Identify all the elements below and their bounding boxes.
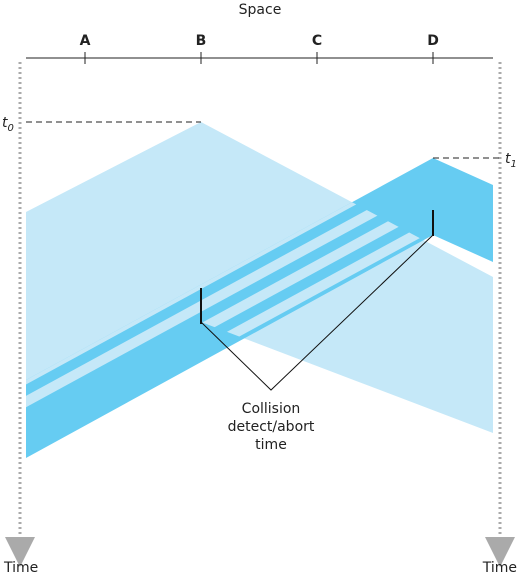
node-label: A <box>80 33 91 49</box>
time-label-right: Time <box>482 560 517 576</box>
node-label: B <box>196 33 207 49</box>
annotation: time <box>255 437 287 453</box>
t0-label: t0 <box>2 115 14 134</box>
node-label: D <box>427 33 439 49</box>
node-label: C <box>312 33 322 49</box>
space-label: Space <box>239 2 282 18</box>
annotation-lines <box>200 234 434 391</box>
t1-label: t1 <box>505 151 517 170</box>
time-label-left: Time <box>3 560 38 576</box>
annotation: detect/abort <box>228 419 315 435</box>
annotation: Collision <box>242 401 301 417</box>
node-ticks <box>84 52 434 64</box>
